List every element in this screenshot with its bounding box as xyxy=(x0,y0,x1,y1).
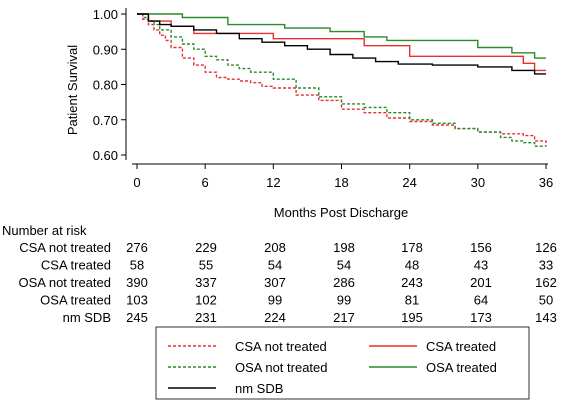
risk-row-label: CSA treated xyxy=(41,258,111,273)
risk-row-label: OSA treated xyxy=(40,293,111,308)
x-tick-label: 36 xyxy=(539,175,553,190)
legend-label: OSA not treated xyxy=(235,360,328,375)
risk-cell: 245 xyxy=(126,310,148,325)
series-line-osa-treated xyxy=(137,13,546,59)
x-tick-label: 24 xyxy=(402,175,416,190)
series-line-csa-treated xyxy=(137,13,546,72)
y-tick-label: 1.00 xyxy=(93,7,118,22)
risk-cell: 58 xyxy=(130,258,144,273)
risk-cell: 102 xyxy=(195,293,217,308)
risk-cell: 50 xyxy=(539,293,553,308)
risk-cell: 99 xyxy=(268,293,282,308)
y-tick-label: 0.70 xyxy=(93,113,118,128)
risk-cell: 243 xyxy=(401,275,423,290)
risk-cell: 337 xyxy=(195,275,217,290)
x-tick-label: 30 xyxy=(471,175,485,190)
x-tick-label: 12 xyxy=(266,175,280,190)
series-line-osa-not-treated xyxy=(137,13,546,147)
risk-cell: 99 xyxy=(337,293,351,308)
x-ticks: 0 6 12 18 24 30 36 xyxy=(133,164,553,190)
risk-cell: 48 xyxy=(405,258,419,273)
y-ticks: 0.60 0.70 0.80 0.90 1.00 xyxy=(93,7,126,163)
risk-cell: 276 xyxy=(126,240,148,255)
legend-label: OSA treated xyxy=(426,360,497,375)
x-axis-title: Months Post Discharge xyxy=(274,205,408,220)
risk-cell: 173 xyxy=(470,310,492,325)
risk-cell: 390 xyxy=(126,275,148,290)
legend-box xyxy=(155,326,530,400)
risk-cell: 54 xyxy=(268,258,282,273)
risk-table-header: Number at risk xyxy=(2,223,87,238)
risk-cell: 43 xyxy=(474,258,488,273)
legend-label: nm SDB xyxy=(235,381,283,396)
risk-row-label: OSA not treated xyxy=(18,275,111,290)
risk-cell: 231 xyxy=(195,310,217,325)
y-tick-label: 0.90 xyxy=(93,42,118,57)
risk-cell: 201 xyxy=(470,275,492,290)
risk-cell: 126 xyxy=(535,240,557,255)
risk-cell: 307 xyxy=(264,275,286,290)
series-layer xyxy=(137,13,547,147)
risk-row-label: nm SDB xyxy=(63,310,111,325)
x-tick-label: 0 xyxy=(133,175,140,190)
legend: CSA not treated CSA treated OSA not treate… xyxy=(168,339,497,396)
risk-cell: 64 xyxy=(474,293,488,308)
y-tick-label: 0.80 xyxy=(93,78,118,93)
risk-cell: 217 xyxy=(333,310,355,325)
y-axis-title: Patient Survival xyxy=(65,45,80,135)
x-tick-label: 6 xyxy=(202,175,209,190)
risk-cell: 162 xyxy=(535,275,557,290)
risk-cell: 143 xyxy=(535,310,557,325)
risk-cell: 286 xyxy=(333,275,355,290)
legend-label: CSA treated xyxy=(426,339,496,354)
risk-cell: 195 xyxy=(401,310,423,325)
series-line-nm-sdb xyxy=(137,13,546,75)
risk-table: CSA not treated 276 229 208 198 178 156 126 CSA … xyxy=(18,240,556,325)
y-tick-label: 0.60 xyxy=(93,148,118,163)
risk-cell: 81 xyxy=(405,293,419,308)
risk-cell: 103 xyxy=(126,293,148,308)
risk-cell: 229 xyxy=(195,240,217,255)
risk-cell: 198 xyxy=(333,240,355,255)
risk-cell: 55 xyxy=(199,258,213,273)
risk-row-label: CSA not treated xyxy=(19,240,111,255)
risk-cell: 208 xyxy=(264,240,286,255)
risk-cell: 178 xyxy=(401,240,423,255)
risk-cell: 224 xyxy=(264,310,286,325)
risk-cell: 33 xyxy=(539,258,553,273)
risk-cell: 54 xyxy=(337,258,351,273)
x-tick-label: 18 xyxy=(334,175,348,190)
risk-cell: 156 xyxy=(470,240,492,255)
legend-label: CSA not treated xyxy=(235,339,327,354)
